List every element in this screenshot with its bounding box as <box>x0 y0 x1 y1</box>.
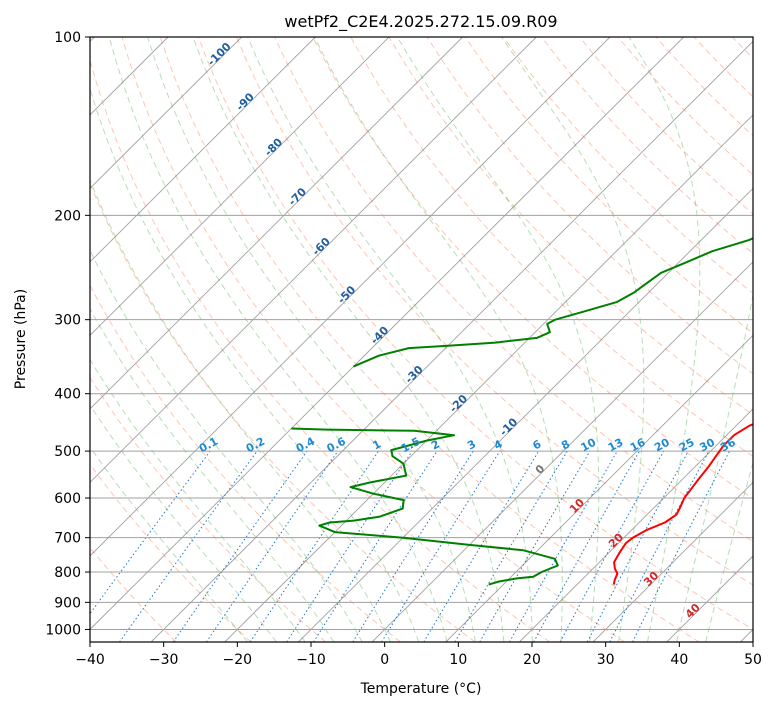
profile-line <box>291 427 559 586</box>
y-tick-label: 300 <box>54 313 81 329</box>
x-tick-label: 10 <box>449 652 467 668</box>
isotherm <box>90 37 464 410</box>
isotherm <box>90 37 611 557</box>
dry-adiabat <box>274 37 753 543</box>
mixing-ratio-line <box>509 450 618 642</box>
profile-series <box>291 237 753 586</box>
dry-adiabat <box>159 37 700 642</box>
mixing-ratio-line <box>205 450 339 642</box>
dry-adiabat <box>502 37 753 294</box>
chart-title: wetPf2_C2E4.2025.272.15.09.R09 <box>284 12 557 32</box>
mixing-ratio-label: 13 <box>606 436 626 455</box>
y-tick-label: 100 <box>54 30 81 46</box>
pressure-grid <box>90 37 753 630</box>
isotherm <box>445 334 753 642</box>
dry-adiabat <box>90 463 252 642</box>
profile-line <box>612 423 753 585</box>
x-tick-label: 50 <box>744 652 762 668</box>
moist-adiabat <box>705 461 753 642</box>
isotherm <box>592 481 753 642</box>
mixing-ratio-label: 20 <box>652 436 672 455</box>
dry-adiabat <box>312 37 753 500</box>
y-axis: 100 200 300 400 500 600 700 800 900 1000 <box>45 30 90 638</box>
moist-adiabat <box>501 37 645 642</box>
moist-adiabat <box>313 37 563 642</box>
x-tick-label: 20 <box>523 652 541 668</box>
y-tick-label: 600 <box>54 491 81 507</box>
mixing-ratio-line <box>381 450 501 642</box>
x-tick-label: −40 <box>75 652 105 668</box>
mixing-ratio-label: 25 <box>677 436 697 455</box>
moist-adiabat <box>192 37 505 642</box>
mixing-ratio-label: 30 <box>697 436 717 455</box>
mixing-ratio-line <box>352 450 474 642</box>
mixing-ratio-line <box>249 450 379 642</box>
mixing-ratio-line <box>286 450 413 642</box>
y-tick-label: 1000 <box>45 622 81 638</box>
x-tick-label: 0 <box>380 652 389 668</box>
y-tick-label: 900 <box>54 595 81 611</box>
y-axis-title: Pressure (hPa) <box>13 289 29 389</box>
y-tick-label: 400 <box>54 387 81 403</box>
mixing-ratio-line <box>313 450 438 642</box>
moist-adiabat <box>90 307 335 642</box>
x-tick-label: −30 <box>149 652 179 668</box>
isotherm <box>150 40 753 642</box>
isotherm <box>90 37 390 337</box>
isotherm <box>90 37 685 631</box>
moist-adiabat <box>676 291 753 642</box>
x-tick-label: 30 <box>597 652 615 668</box>
isotherm <box>90 37 243 190</box>
moist-adiabat <box>90 358 306 642</box>
mixing-ratio-label: 36 <box>718 436 738 455</box>
dry-adiabat <box>121 37 625 642</box>
dry-adiabat <box>90 58 551 642</box>
dry-adiabat <box>236 37 753 586</box>
dry-adiabat <box>770 37 775 642</box>
y-tick-label: 800 <box>54 565 81 581</box>
dry-adiabat <box>197 37 753 630</box>
plot-frame <box>89 36 754 643</box>
isotherm <box>298 187 753 642</box>
mixing-ratio-line <box>172 450 308 642</box>
plot-background <box>90 37 753 642</box>
mixing-ratio-line <box>533 450 640 642</box>
x-tick-label: −20 <box>223 652 253 668</box>
moist-adiabat <box>90 404 277 642</box>
mixing-ratio-line <box>559 450 665 642</box>
x-axis: −40 −30 −20 −10 0 10 20 30 40 50 <box>75 642 762 668</box>
y-tick-label: 200 <box>54 208 81 224</box>
dry-adiabat <box>464 37 753 334</box>
background-lines <box>90 37 775 642</box>
moist-adiabat <box>396 37 600 642</box>
isotherm <box>519 408 753 642</box>
moist-adiabat <box>247 37 533 642</box>
x-tick-label: 40 <box>670 652 688 668</box>
mixing-ratio-label: 10 <box>579 436 599 455</box>
isotherm <box>371 261 753 642</box>
mixing-ratio-line <box>632 450 731 642</box>
moist-adiabat <box>90 446 248 642</box>
moist-adiabat <box>147 37 476 642</box>
moist-adiabat <box>90 249 363 642</box>
moist-adiabat <box>108 37 448 642</box>
isotherm <box>90 37 537 484</box>
isotherm <box>90 37 316 263</box>
moist-adiabat <box>90 87 420 642</box>
moist-adiabat <box>90 178 391 642</box>
y-tick-label: 700 <box>54 531 81 547</box>
x-tick-label: −10 <box>296 652 326 668</box>
profile-line <box>353 237 753 368</box>
x-axis-title: Temperature (°C) <box>360 681 482 697</box>
mixing-ratio-line <box>119 450 258 642</box>
y-tick-label: 500 <box>54 444 81 460</box>
mixing-ratio-line <box>90 450 211 615</box>
dry-adiabat <box>90 376 327 642</box>
moist-adiabat <box>628 37 701 642</box>
mixing-ratio-label: 16 <box>628 436 648 455</box>
